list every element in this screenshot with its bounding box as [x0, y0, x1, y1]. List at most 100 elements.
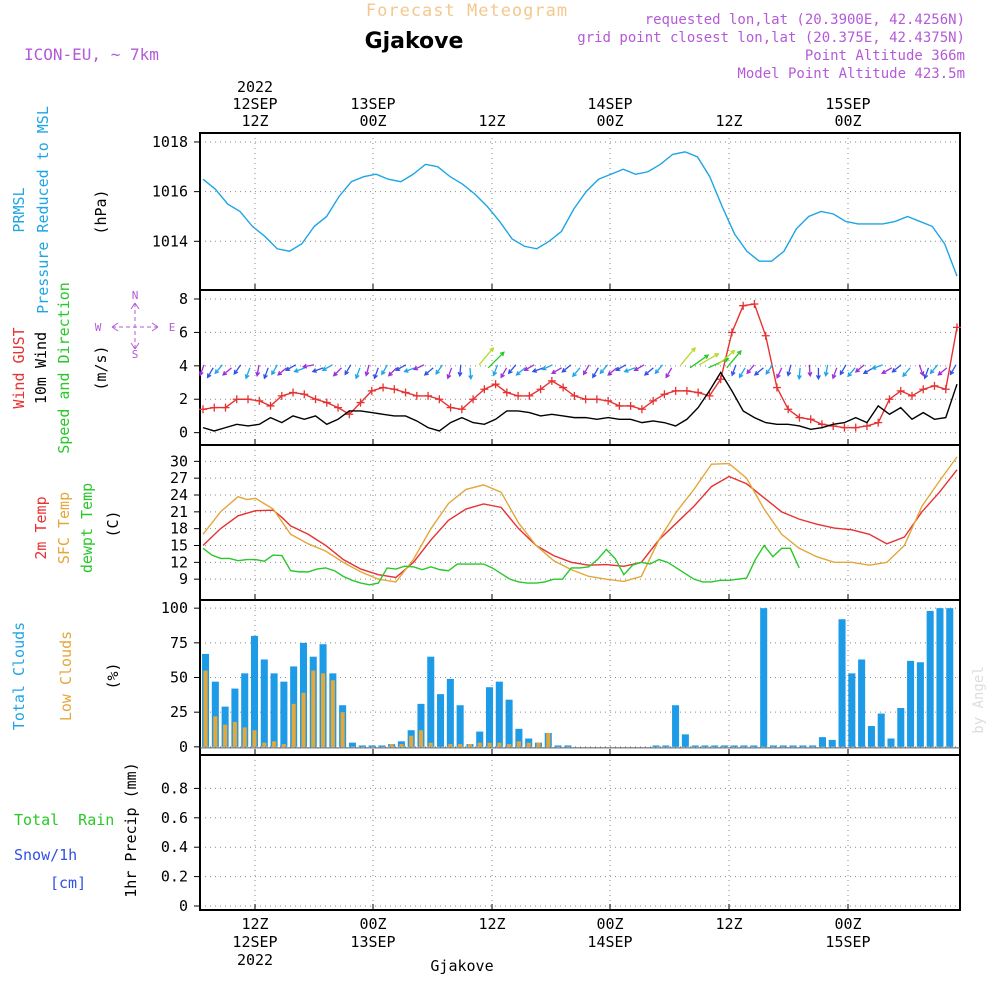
gust-marker-33 — [570, 391, 579, 400]
bar-total-clouds-63 — [818, 737, 826, 747]
gust-marker-11 — [322, 398, 331, 407]
gust-marker-10 — [311, 395, 320, 404]
gust-marker-43 — [682, 386, 691, 395]
ytick-label-2: 4 — [179, 357, 188, 375]
bar-low-clouds-1 — [213, 716, 218, 747]
compass-south: S — [132, 348, 139, 361]
wind-arrow-26 — [435, 364, 443, 375]
wind-arrow-55 — [708, 357, 730, 369]
wind-arrow-36 — [523, 364, 535, 372]
time-top-hour-3: 00Z — [596, 112, 623, 130]
requested-coords: requested lon,lat (20.3900E, 42.4256N) — [645, 12, 965, 28]
bar-low-clouds-13 — [330, 680, 335, 747]
wind-arrow-41 — [572, 367, 581, 378]
gust-marker-41 — [660, 390, 669, 399]
wind-arrow-22 — [395, 364, 407, 372]
temperature-labels: 2m Temp SFC Temp dewpt Temp (C) — [32, 483, 122, 573]
gust-marker-22 — [446, 403, 455, 412]
gust-marker-36 — [604, 396, 613, 405]
bar-total-clouds-25 — [446, 678, 454, 747]
bar-total-clouds-52 — [711, 745, 719, 747]
ytick-label-1: 12 — [170, 553, 188, 571]
gust-marker-29 — [525, 391, 534, 400]
bar-total-clouds-51 — [701, 745, 709, 747]
total-clouds-label: Total Clouds — [10, 622, 28, 730]
wind-arrow-76 — [891, 364, 902, 373]
bar-low-clouds-11 — [311, 670, 316, 747]
wind-arrow-4 — [233, 364, 242, 375]
wind-arrow-11 — [293, 367, 306, 373]
time-bottom-date-5: 15SEP — [825, 933, 870, 951]
gust-marker-63 — [907, 391, 916, 400]
wind-arrow-39 — [550, 367, 562, 375]
time-top-hour-2: 12Z — [478, 112, 505, 130]
bar-low-clouds-8 — [281, 744, 286, 747]
time-bottom-hour-2: 12Z — [478, 915, 505, 933]
panel-pressure: 1014 1016 1018 — [152, 132, 961, 291]
bar-low-clouds-10 — [301, 692, 306, 747]
bar-total-clouds-18 — [378, 745, 386, 747]
wind-arrow-35 — [515, 367, 526, 376]
gust-marker-28 — [514, 391, 523, 400]
point-altitude: Point Altitude 366m — [805, 48, 965, 64]
precip-labels: Total Rain Snow/1h [cm] 1hr Precip (mm) — [14, 762, 140, 897]
time-top-date-0: 12SEP — [232, 95, 277, 113]
wind-arrow-7 — [263, 367, 269, 380]
bar-low-clouds-27 — [467, 744, 472, 747]
ytick-label-4: 21 — [170, 503, 188, 521]
wind-arrow-50 — [654, 364, 664, 375]
series-prmsl — [202, 151, 958, 277]
wind-arrow-5 — [244, 367, 251, 380]
gust-marker-67 — [953, 323, 961, 332]
wind-arrow-28 — [457, 364, 463, 378]
gust-marker-34 — [581, 395, 590, 404]
bar-total-clouds-75 — [936, 608, 944, 747]
gust-marker-15 — [367, 386, 376, 395]
bar-low-clouds-21 — [409, 735, 414, 747]
wind-labels: Wind GUST 10m Wind Speed and Direction (… — [10, 282, 175, 454]
panel-clouds: 0 25 50 75 100 — [161, 599, 961, 756]
wind-arrow-52 — [680, 346, 696, 366]
gust-marker-5 — [255, 396, 264, 405]
cloud-labels: Total Clouds Low Clouds (%) — [10, 622, 122, 730]
ytick-label-2: 50 — [170, 669, 188, 687]
bar-low-clouds-2 — [223, 724, 228, 747]
gust-marker-40 — [649, 396, 658, 405]
wind-arrow-14 — [321, 364, 333, 372]
bar-total-clouds-28 — [476, 731, 484, 747]
wind-arrow-56 — [717, 349, 736, 366]
bar-total-clouds-60 — [789, 745, 797, 747]
bar-total-clouds-59 — [779, 745, 787, 747]
wind-arrow-3 — [222, 367, 232, 376]
gust-marker-42 — [671, 386, 680, 395]
ytick-label-1: 0.2 — [161, 868, 188, 886]
gust-marker-39 — [637, 405, 646, 414]
ytick-label-5: 24 — [170, 486, 188, 504]
gust-label: Wind GUST — [10, 327, 28, 408]
ytick-label-7: 30 — [170, 452, 188, 470]
wind-arrow-46 — [615, 364, 627, 372]
bar-low-clouds-26 — [458, 744, 463, 747]
wind-arrow-77 — [902, 367, 911, 378]
wind-unit: (m/s) — [92, 345, 110, 390]
gust-marker-30 — [536, 385, 545, 394]
gust-marker-6 — [266, 401, 275, 410]
wind-arrow-47 — [623, 367, 636, 373]
bar-total-clouds-66 — [848, 673, 856, 747]
ytick-label-3: 0.6 — [161, 809, 188, 827]
bar-low-clouds-22 — [418, 730, 424, 747]
bar-total-clouds-7 — [270, 673, 278, 747]
wind-arrow-23 — [403, 367, 416, 373]
wind-arrow-32 — [492, 364, 499, 377]
wind-arrow-37 — [531, 367, 544, 373]
gust-marker-9 — [300, 390, 309, 399]
wind-arrow-6 — [255, 364, 261, 377]
wind-arrow-60 — [746, 364, 755, 375]
gust-marker-12 — [334, 403, 343, 412]
wind-arrow-31 — [487, 351, 505, 369]
bar-total-clouds-54 — [730, 745, 738, 747]
gust-marker-16 — [379, 383, 388, 392]
wind-label: 10m Wind — [32, 332, 50, 404]
product-title: Forecast Meteogram — [366, 1, 568, 21]
